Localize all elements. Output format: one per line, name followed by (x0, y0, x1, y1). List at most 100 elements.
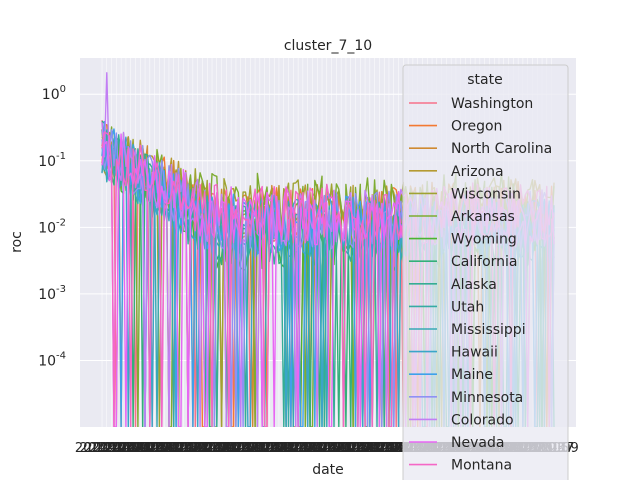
legend-entry: Minnesota (409, 390, 523, 406)
legend-label: Arizona (451, 164, 504, 180)
legend-entry: Hawaii (409, 345, 498, 361)
x-tick-label: 2020-07 (319, 441, 373, 456)
legend-entry: Maine (409, 367, 493, 383)
legend-label: Utah (451, 299, 484, 315)
legend-label: Maine (451, 367, 493, 383)
x-tick-label: 2021-05 (343, 441, 397, 456)
x-tick-label: 2021-05 (84, 441, 138, 456)
legend-entry: Mississippi (409, 322, 526, 338)
x-tick-label: 2022-09 (295, 441, 349, 456)
x-tick-label: 2020-07 (89, 441, 143, 456)
legend-entry: Oregon (409, 119, 502, 135)
legend-label: California (451, 254, 517, 270)
legend-entry: Arizona (409, 164, 504, 180)
x-tick-label: 2020-07 (347, 441, 401, 456)
x-tick-label: 2021-11 (127, 441, 181, 456)
x-tick-label: 2020-01 (75, 441, 129, 456)
legend-label: Alaska (451, 277, 497, 293)
x-tick-label: 2021-05 (257, 441, 311, 456)
legend-entry: Washington (409, 96, 533, 112)
x-tick-label: 2021-11 (99, 441, 153, 456)
y-tick-label: 10-3 (38, 284, 66, 303)
y-tick-label: 10-4 (38, 350, 66, 369)
x-tick-label: 2022-03 (166, 441, 220, 456)
y-tick-label: 100 (42, 84, 66, 103)
x-tick-label: 2020-01 (304, 441, 358, 456)
x-tick-label: 2020-01 (247, 441, 301, 456)
x-tick-label: 2021-11 (328, 441, 382, 456)
legend-entry: Arkansas (409, 209, 515, 225)
legend-entry: California (409, 254, 517, 270)
legend: state Washington Oregon North Carolina Ariz… (402, 64, 569, 480)
x-tick-label: 2022-09 (324, 441, 378, 456)
x-tick-label: 2020-01 (104, 441, 158, 456)
x-tick-label: 2020-01 (190, 441, 244, 456)
x-tick-label: 2021-05 (228, 441, 282, 456)
x-tick-label: 2022-09 (266, 441, 320, 456)
y-tick-label: 10-1 (38, 151, 66, 170)
legend-label: Washington (451, 96, 533, 112)
x-tick-label: 2021-11 (357, 441, 411, 456)
x-tick-label: 2022-03 (338, 441, 392, 456)
legend-label: Minnesota (451, 390, 523, 406)
legend-label: Arkansas (451, 209, 515, 225)
y-tick-labels: 100 10-1 10-2 10-3 10-4 (38, 84, 66, 369)
x-tick-label: 2022-03 (309, 441, 363, 456)
x-tick-label: 2020-07 (204, 441, 258, 456)
legend-label: North Carolina (451, 141, 552, 157)
x-tick-label: 2022-09 (180, 441, 234, 456)
x-tick-label: 2020-01 (132, 441, 186, 456)
legend-box (402, 64, 569, 480)
x-tick-label: 2020-01 (276, 441, 330, 456)
x-tick-label: 2021-11 (156, 441, 210, 456)
x-tick-label: 2021-11 (242, 441, 296, 456)
x-tick-label: 2021-05 (113, 441, 167, 456)
x-tick-label: 2022-03 (223, 441, 277, 456)
legend-entry: Wisconsin (409, 186, 521, 202)
x-tick-label: 2022-09 (237, 441, 291, 456)
x-tick-label: 2022-03 (281, 441, 335, 456)
x-tick-label: 2021-05 (314, 441, 368, 456)
x-tick-label: 2021-05 (285, 441, 339, 456)
x-tick-label: 2021-05 (170, 441, 224, 456)
legend-entry: Nevada (409, 435, 504, 451)
x-tick-label: 2020-01 (161, 441, 215, 456)
legend-entry: Utah (409, 299, 484, 315)
x-tick-label: 2022-03 (252, 441, 306, 456)
x-tick-label: 2022-03 (137, 441, 191, 456)
y-axis-label: roc (9, 231, 25, 253)
legend-title: state (467, 72, 502, 88)
x-axis-label: date (312, 462, 344, 478)
x-tick-label: 2020-01 (333, 441, 387, 456)
x-tick-label: 2021-05 (142, 441, 196, 456)
x-tick-label: 2021-11 (214, 441, 268, 456)
x-tick-label: 2022-03 (108, 441, 162, 456)
legend-label: Montana (451, 458, 512, 474)
x-tick-label: 2020-07 (147, 441, 201, 456)
legend-label: Hawaii (451, 345, 498, 361)
x-tick-label: 2022-03 (194, 441, 248, 456)
x-tick-label: 2021-05 (199, 441, 253, 456)
legend-entry: Wyoming (409, 232, 517, 248)
x-tick-label: 2021-11 (271, 441, 325, 456)
x-tick-label: 2020-07 (233, 441, 287, 456)
legend-label: Wisconsin (451, 186, 521, 202)
x-tick-label: 2020-07 (290, 441, 344, 456)
legend-label: Mississippi (451, 322, 526, 338)
x-tick-label: 2020-01 (218, 441, 272, 456)
legend-entry: Alaska (409, 277, 497, 293)
x-tick-label: 2022-09 (94, 441, 148, 456)
legend-label: Oregon (451, 119, 502, 135)
x-tick-label: 2022-09 (352, 441, 406, 456)
chart-title: cluster_7_10 (284, 38, 372, 54)
legend-entry: Montana (409, 458, 512, 474)
x-tick-label: 2022-09 (151, 441, 205, 456)
legend-label: Colorado (451, 412, 514, 428)
y-tick-label: 10-2 (38, 217, 66, 236)
legend-entry: Colorado (409, 412, 514, 428)
x-tick-label: 2020-07 (261, 441, 315, 456)
x-tick-label: 2021-11 (300, 441, 354, 456)
x-tick-label: 2020-07 (175, 441, 229, 456)
x-tick-label: 2022-03 (80, 441, 134, 456)
